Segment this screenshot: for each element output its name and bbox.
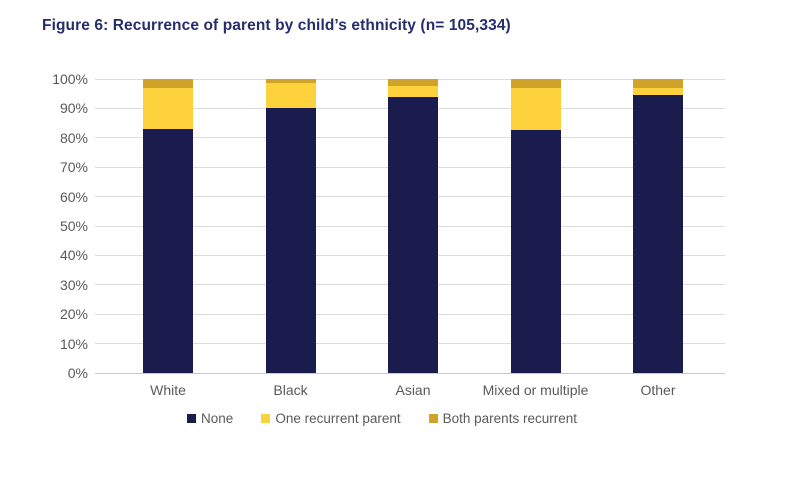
y-tick-label-40: 40% bbox=[59, 247, 88, 264]
y-tick-label-70: 70% bbox=[59, 159, 88, 176]
y-tick-label-10: 10% bbox=[59, 335, 88, 352]
segment-none-other bbox=[633, 95, 683, 373]
x-label-mixed-or-multiple: Mixed or multiple bbox=[482, 382, 589, 398]
segment-none-mixed-or-multiple bbox=[510, 130, 561, 373]
segment-none-black bbox=[265, 108, 316, 373]
bar-white bbox=[143, 79, 193, 373]
y-tick-label-30: 30% bbox=[59, 276, 88, 293]
legend-item-none: None bbox=[187, 411, 233, 426]
y-tick-label-50: 50% bbox=[59, 218, 88, 234]
segment-one-recurrent-parent-white bbox=[143, 87, 193, 129]
gridline-100 bbox=[95, 78, 725, 80]
legend-label-none: None bbox=[201, 411, 234, 426]
x-label-black: Black bbox=[273, 382, 308, 398]
x-label-asian: Asian bbox=[395, 382, 431, 398]
legend-item-one-recurrent-parent: One recurrent parent bbox=[261, 411, 401, 426]
segment-one-recurrent-parent-mixed-or-multiple bbox=[510, 87, 561, 131]
legend-label-one-recurrent-parent: One recurrent parent bbox=[275, 411, 401, 426]
y-tick-label-100: 100% bbox=[52, 71, 88, 87]
figure-title: Figure 6: Recurrence of parent by child’… bbox=[42, 17, 511, 34]
bar-asian bbox=[388, 79, 438, 373]
x-axis: White Black Asian Mixed or multiple Other bbox=[95, 382, 725, 402]
segment-both-parents-recurrent-black bbox=[265, 79, 316, 84]
chart-legend: None One recurrent parent Both parents rec… bbox=[187, 411, 577, 426]
y-tick-label-20: 20% bbox=[59, 306, 88, 323]
legend-swatch-one-recurrent-parent bbox=[261, 414, 271, 423]
legend-item-both-parents-recurrent: Both parents recurrent bbox=[428, 411, 577, 426]
segment-one-recurrent-parent-other bbox=[633, 87, 683, 96]
y-axis: 0% 10% 20% 30% 40% 50% 60% 70% 80% 90% 100% bbox=[0, 71, 88, 381]
segment-both-parents-recurrent-mixed-or-multiple bbox=[510, 79, 561, 88]
x-label-other: Other bbox=[640, 382, 676, 398]
segment-both-parents-recurrent-white bbox=[143, 79, 193, 88]
legend-swatch-none bbox=[187, 414, 197, 423]
gridline-0 bbox=[95, 372, 725, 374]
plot-area bbox=[95, 78, 725, 374]
y-tick-label-90: 90% bbox=[59, 100, 88, 117]
bar-other bbox=[633, 79, 683, 373]
segment-both-parents-recurrent-other bbox=[633, 79, 683, 88]
y-tick-label-60: 60% bbox=[59, 188, 88, 205]
segment-none-white bbox=[143, 128, 193, 373]
x-label-white: White bbox=[150, 382, 186, 398]
segment-none-asian bbox=[388, 96, 438, 373]
segment-both-parents-recurrent-asian bbox=[388, 79, 438, 87]
segment-one-recurrent-parent-black bbox=[265, 83, 316, 109]
bar-mixed-or-multiple bbox=[510, 79, 561, 373]
legend-swatch-both-parents-recurrent bbox=[428, 414, 438, 423]
bar-black bbox=[265, 79, 316, 373]
y-tick-label-0: 0% bbox=[67, 365, 88, 381]
y-tick-label-80: 80% bbox=[59, 129, 88, 146]
legend-label-both-parents-recurrent: Both parents recurrent bbox=[442, 411, 577, 426]
segment-one-recurrent-parent-asian bbox=[388, 86, 438, 97]
